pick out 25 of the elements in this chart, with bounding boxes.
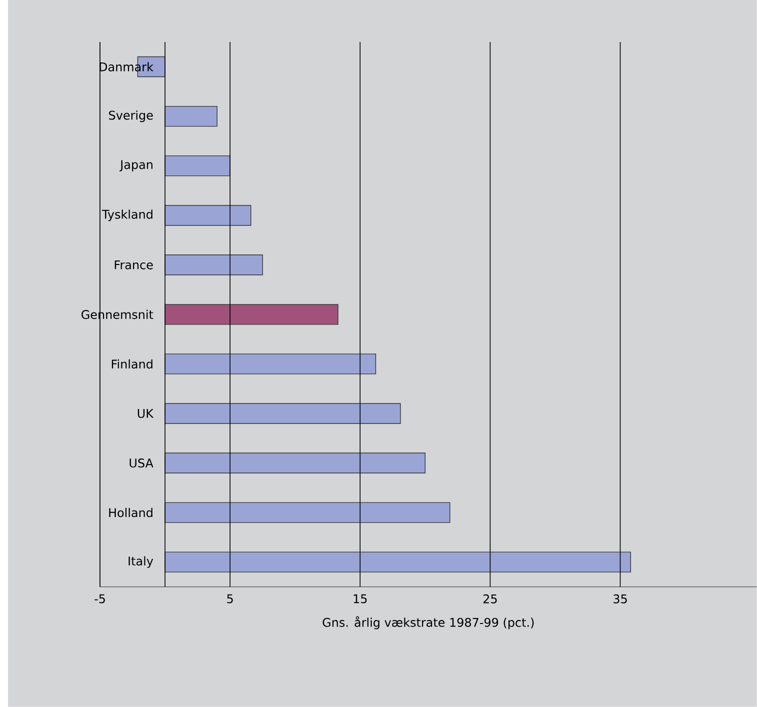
bar [164, 106, 218, 127]
y-tick-label: Japan [119, 160, 152, 172]
bar [164, 156, 230, 176]
x-tick-label: 15 [354, 594, 367, 604]
bar [164, 205, 252, 226]
bar [164, 552, 631, 573]
x-tick-label: -5 [94, 594, 105, 604]
x-tick-label: 5 [227, 594, 233, 604]
bar [164, 254, 263, 276]
y-tick-label: Finland [112, 359, 152, 369]
x-axis-title: Gns. årlig vækstrate 1987-99 (pct.) [322, 616, 534, 630]
y-tick-label: UK [138, 409, 154, 418]
y-tick-label: France [114, 260, 153, 270]
y-tick-label: Holland [109, 508, 152, 518]
bar [164, 452, 426, 474]
x-tick-label: 25 [483, 594, 497, 604]
y-tick-label: Sverige [109, 110, 153, 122]
y-tick-label: Italy [128, 556, 154, 568]
y-tick-label: USA [130, 458, 154, 468]
bar [164, 304, 338, 325]
bar [164, 502, 450, 523]
x-tick-label: 35 [614, 594, 627, 604]
bar [164, 403, 401, 424]
y-tick-label: Tyskland [102, 210, 152, 222]
bar [164, 354, 376, 374]
